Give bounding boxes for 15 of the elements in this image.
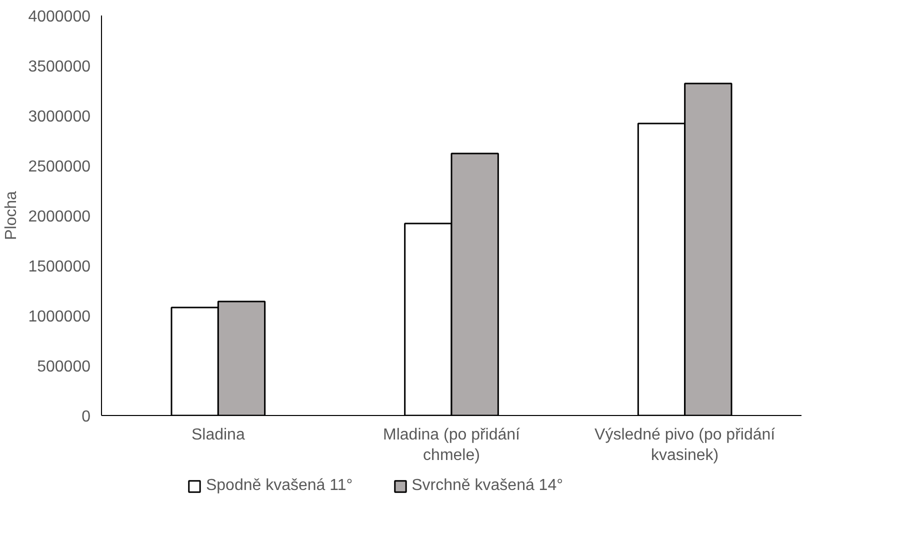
- y-tick-label: 0: [82, 408, 91, 426]
- y-axis-title: Plocha: [3, 190, 20, 240]
- y-tick-label: 3000000: [28, 108, 91, 126]
- y-tick-label: 2500000: [28, 158, 91, 176]
- y-tick-label: 2000000: [28, 208, 91, 226]
- legend-label: Spodně kvašená 11°: [206, 477, 353, 495]
- x-tick-label: Mladina (po přidání chmele): [383, 426, 521, 464]
- legend-label: Svrchně kvašená 14°: [412, 477, 563, 495]
- y-tick-label: 3500000: [28, 58, 91, 76]
- y-tick-label: 1000000: [28, 308, 91, 326]
- y-tick-label: 500000: [37, 358, 91, 376]
- x-tick-label: Sladina: [191, 426, 245, 444]
- y-tick-label: 4000000: [28, 8, 91, 26]
- x-tick-label: Výsledné pivo (po přidání kvasinek): [594, 426, 776, 464]
- y-tick-label: 1500000: [28, 258, 91, 276]
